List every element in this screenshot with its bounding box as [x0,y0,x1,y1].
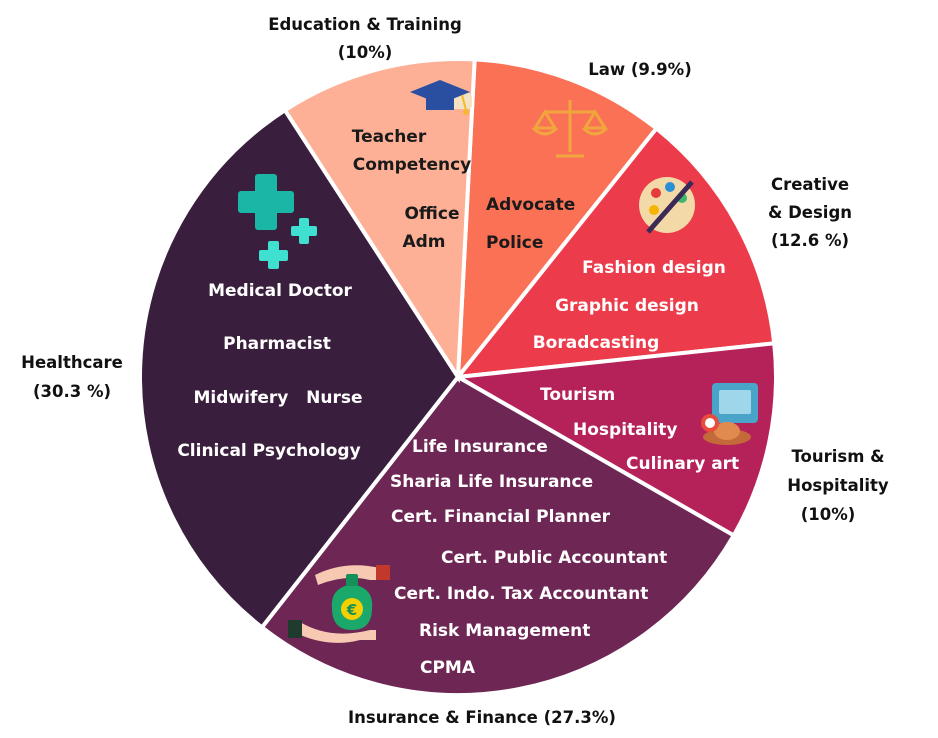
slice-item-label: Teacher [352,127,427,147]
slice-category-label: Hospitality [787,476,889,495]
slice-category-labels: Law (9.9%) Creative & Design (12.6 %) Touris… [21,15,889,727]
slice-item-label: Cert. Indo. Tax Accountant [394,584,648,604]
slice-item-label: Culinary art [626,454,739,474]
slice-category-label: & Design [768,203,852,222]
pie-slice-healthcare [138,107,461,631]
slice-item-label: Tourism [540,385,615,405]
slice-item-label: Cert. Public Accountant [441,548,667,568]
slice-percent-label: (10%) [338,43,393,62]
slice-item-label: Clinical Psychology [177,441,360,461]
slice-category-label: Healthcare [21,353,123,372]
slice-item-label: Cert. Financial Planner [391,507,611,527]
slice-percent-label: (12.6 %) [771,231,849,250]
palette-brush-icon [639,177,695,234]
money-bag-icon: € [288,565,390,643]
slice-item-label: Advocate [486,195,575,215]
slice-item-label: CPMA [420,658,476,678]
slice-item-label: Boradcasting [533,333,660,353]
slice-item-labels: Advocate Police Fashion design Graphic desi… [177,127,739,678]
pie-slice-insurance-and-finance [259,374,737,697]
slice-item-label: Office [404,204,459,224]
slice-category-label: Insurance & Finance (27.3%) [348,708,616,727]
slice-category-label: Creative [771,175,849,194]
slice-category-label: Tourism & [791,447,884,466]
slice-percent-label: (30.3 %) [33,382,111,401]
slice-item-label: Medical Doctor [208,281,352,301]
travel-hat-icon [701,383,758,445]
svg-text:€: € [346,601,357,619]
pie-slice-education-and-training [282,57,477,384]
slice-category-label: Education & Training [268,15,462,34]
slice-item-label: Competency [353,155,472,175]
slice-item-label: Hospitality [573,420,677,440]
slice-item-label: Life Insurance [412,437,548,457]
slice-item-label: Risk Management [419,621,590,641]
graduation-cap-icon [410,80,472,115]
slice-item-label: Adm [402,232,445,252]
pie-slices [138,57,778,697]
slice-category-label: Law (9.9%) [588,60,691,79]
scales-icon [531,100,609,158]
pie-slice-tourism-and-hospitality [451,341,778,539]
pie-slice-law [455,57,660,384]
slice-item-label: Fashion design [582,258,726,278]
slice-item-label: Midwifery Nurse [194,388,363,408]
slice-item-label: Graphic design [555,296,699,316]
slice-item-label: Pharmacist [223,334,331,354]
slice-item-label: Police [486,233,543,253]
pie-slice-creative-and-design [453,125,777,380]
medical-cross-icon [238,174,317,269]
slice-item-label: Sharia Life Insurance [390,472,593,492]
slice-percent-label: (10%) [801,505,856,524]
